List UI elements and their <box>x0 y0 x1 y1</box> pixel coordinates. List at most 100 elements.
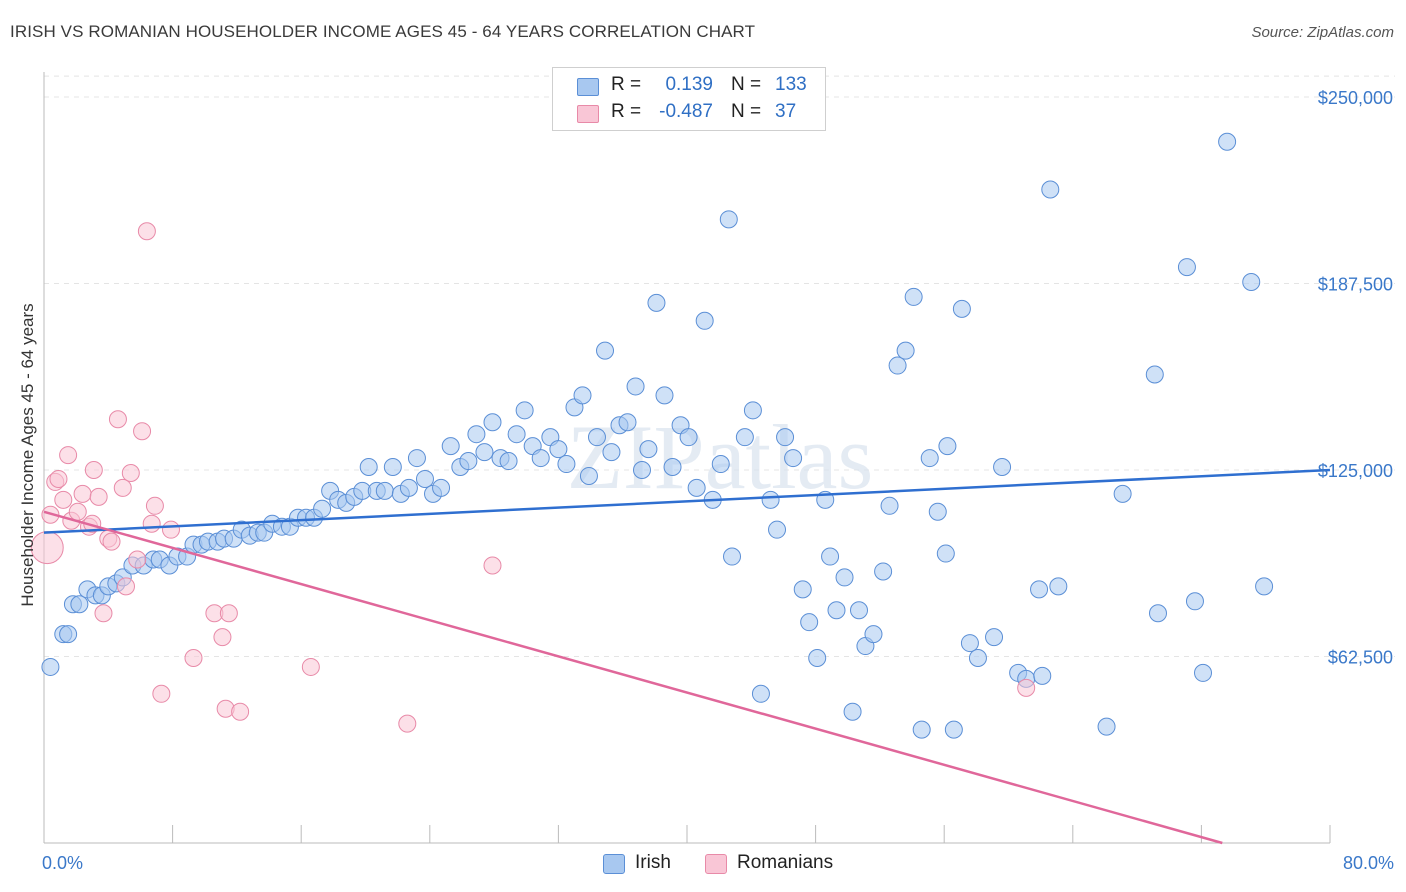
romanian-point <box>161 520 180 539</box>
irish-point <box>743 401 762 420</box>
irish-point <box>1113 484 1132 503</box>
irish-point <box>1041 180 1060 199</box>
x-tick-label: 80.0% <box>1343 853 1394 873</box>
irish-point <box>695 311 714 330</box>
irish-point <box>632 461 651 479</box>
irish-point <box>626 377 645 396</box>
irish-point <box>687 478 706 497</box>
irish-point <box>663 458 682 477</box>
irish-point <box>776 428 795 447</box>
romanian-point <box>94 604 113 623</box>
irish-point <box>874 562 893 581</box>
irish-point <box>827 601 846 620</box>
irish-point <box>41 657 60 676</box>
bottom-legend-label: Romanians <box>737 852 834 873</box>
irish-point <box>821 547 840 566</box>
irish-point <box>573 386 592 405</box>
source-credit: Source: ZipAtlas.com <box>1251 24 1394 41</box>
chart-title: IRISH VS ROMANIAN HOUSEHOLDER INCOME AGE… <box>10 22 756 41</box>
irish-point <box>938 437 957 456</box>
romanian-point <box>68 502 87 521</box>
irish-point <box>467 425 486 444</box>
irish-point <box>375 481 394 500</box>
irish-point <box>719 210 738 229</box>
irish-point <box>359 458 378 477</box>
irish-point <box>59 625 78 644</box>
y-tick-label: $250,000 <box>1318 88 1393 108</box>
irish-point <box>735 428 754 447</box>
irish-point <box>993 458 1012 477</box>
romanian-point <box>59 446 78 465</box>
irish-point <box>1177 258 1196 277</box>
irish-point <box>432 478 451 497</box>
irish-trend-line <box>43 468 1331 534</box>
irish-point <box>515 401 534 420</box>
romanian-point <box>145 496 164 515</box>
y-axis-label: Householder Income Ages 45 - 64 years <box>18 303 37 606</box>
irish-point <box>952 299 971 318</box>
romanian-point <box>89 487 108 506</box>
irish-point <box>587 428 606 447</box>
irish-point <box>1242 273 1261 292</box>
irish-point <box>768 520 787 539</box>
trend-lines <box>43 468 1331 845</box>
irish-point <box>679 428 698 447</box>
irish-point <box>1097 717 1116 736</box>
legend-row-romanians: R = -0.487 N = 37 <box>553 101 825 127</box>
irish-point <box>1145 365 1164 384</box>
irish-point <box>618 413 637 432</box>
bottom-legend-label: Irish <box>635 852 671 873</box>
irish-point <box>850 601 869 620</box>
irish-point <box>761 490 780 509</box>
romanian-point <box>184 648 203 667</box>
irish-point <box>936 544 955 563</box>
romanian-point <box>398 714 417 733</box>
legend-n-value: 37 <box>775 101 797 122</box>
romanian-point <box>121 463 140 482</box>
legend-swatch-romanians <box>577 105 599 123</box>
legend-n-label: N = <box>731 74 762 95</box>
romanian-point <box>133 422 152 441</box>
irish-point <box>843 702 862 721</box>
irish-point <box>835 568 854 587</box>
romanian-point <box>84 461 103 479</box>
bottom-swatch-irish <box>603 854 625 874</box>
irish-point <box>399 478 418 497</box>
irish-point <box>912 720 931 739</box>
irish-points <box>41 132 1274 739</box>
irish-point <box>483 413 502 432</box>
irish-point <box>459 452 478 471</box>
romanian-trend-line <box>43 510 1223 845</box>
y-tick-label: $62,500 <box>1328 648 1393 668</box>
irish-point <box>441 437 460 456</box>
irish-point <box>864 625 883 644</box>
romanian-point <box>128 550 147 569</box>
romanian-point <box>102 532 121 551</box>
irish-point <box>579 466 598 485</box>
irish-point <box>888 356 907 375</box>
irish-point <box>499 452 518 471</box>
irish-point <box>407 449 426 468</box>
tick-labels: $62,500 $125,000 $187,500 $250,000 0.0% 80.0% <box>42 88 1394 873</box>
irish-point <box>793 580 812 599</box>
legend-n-label: N = <box>731 101 762 122</box>
romanian-points <box>30 222 1036 733</box>
legend-n-value: 133 <box>775 74 807 95</box>
romanian-point <box>483 556 502 575</box>
romanian-point <box>301 657 320 676</box>
romanian-point <box>73 484 92 503</box>
irish-point <box>1030 580 1049 599</box>
romanian-point <box>137 222 156 241</box>
irish-point <box>1148 604 1167 623</box>
irish-point <box>557 455 576 474</box>
irish-point <box>896 341 915 360</box>
irish-point <box>880 496 899 515</box>
irish-point <box>549 440 568 459</box>
irish-point <box>70 595 89 614</box>
irish-point <box>1185 592 1204 611</box>
legend-swatch-irish <box>577 78 599 96</box>
irish-point <box>808 648 827 667</box>
romanian-point <box>108 410 127 429</box>
irish-point <box>647 293 666 312</box>
